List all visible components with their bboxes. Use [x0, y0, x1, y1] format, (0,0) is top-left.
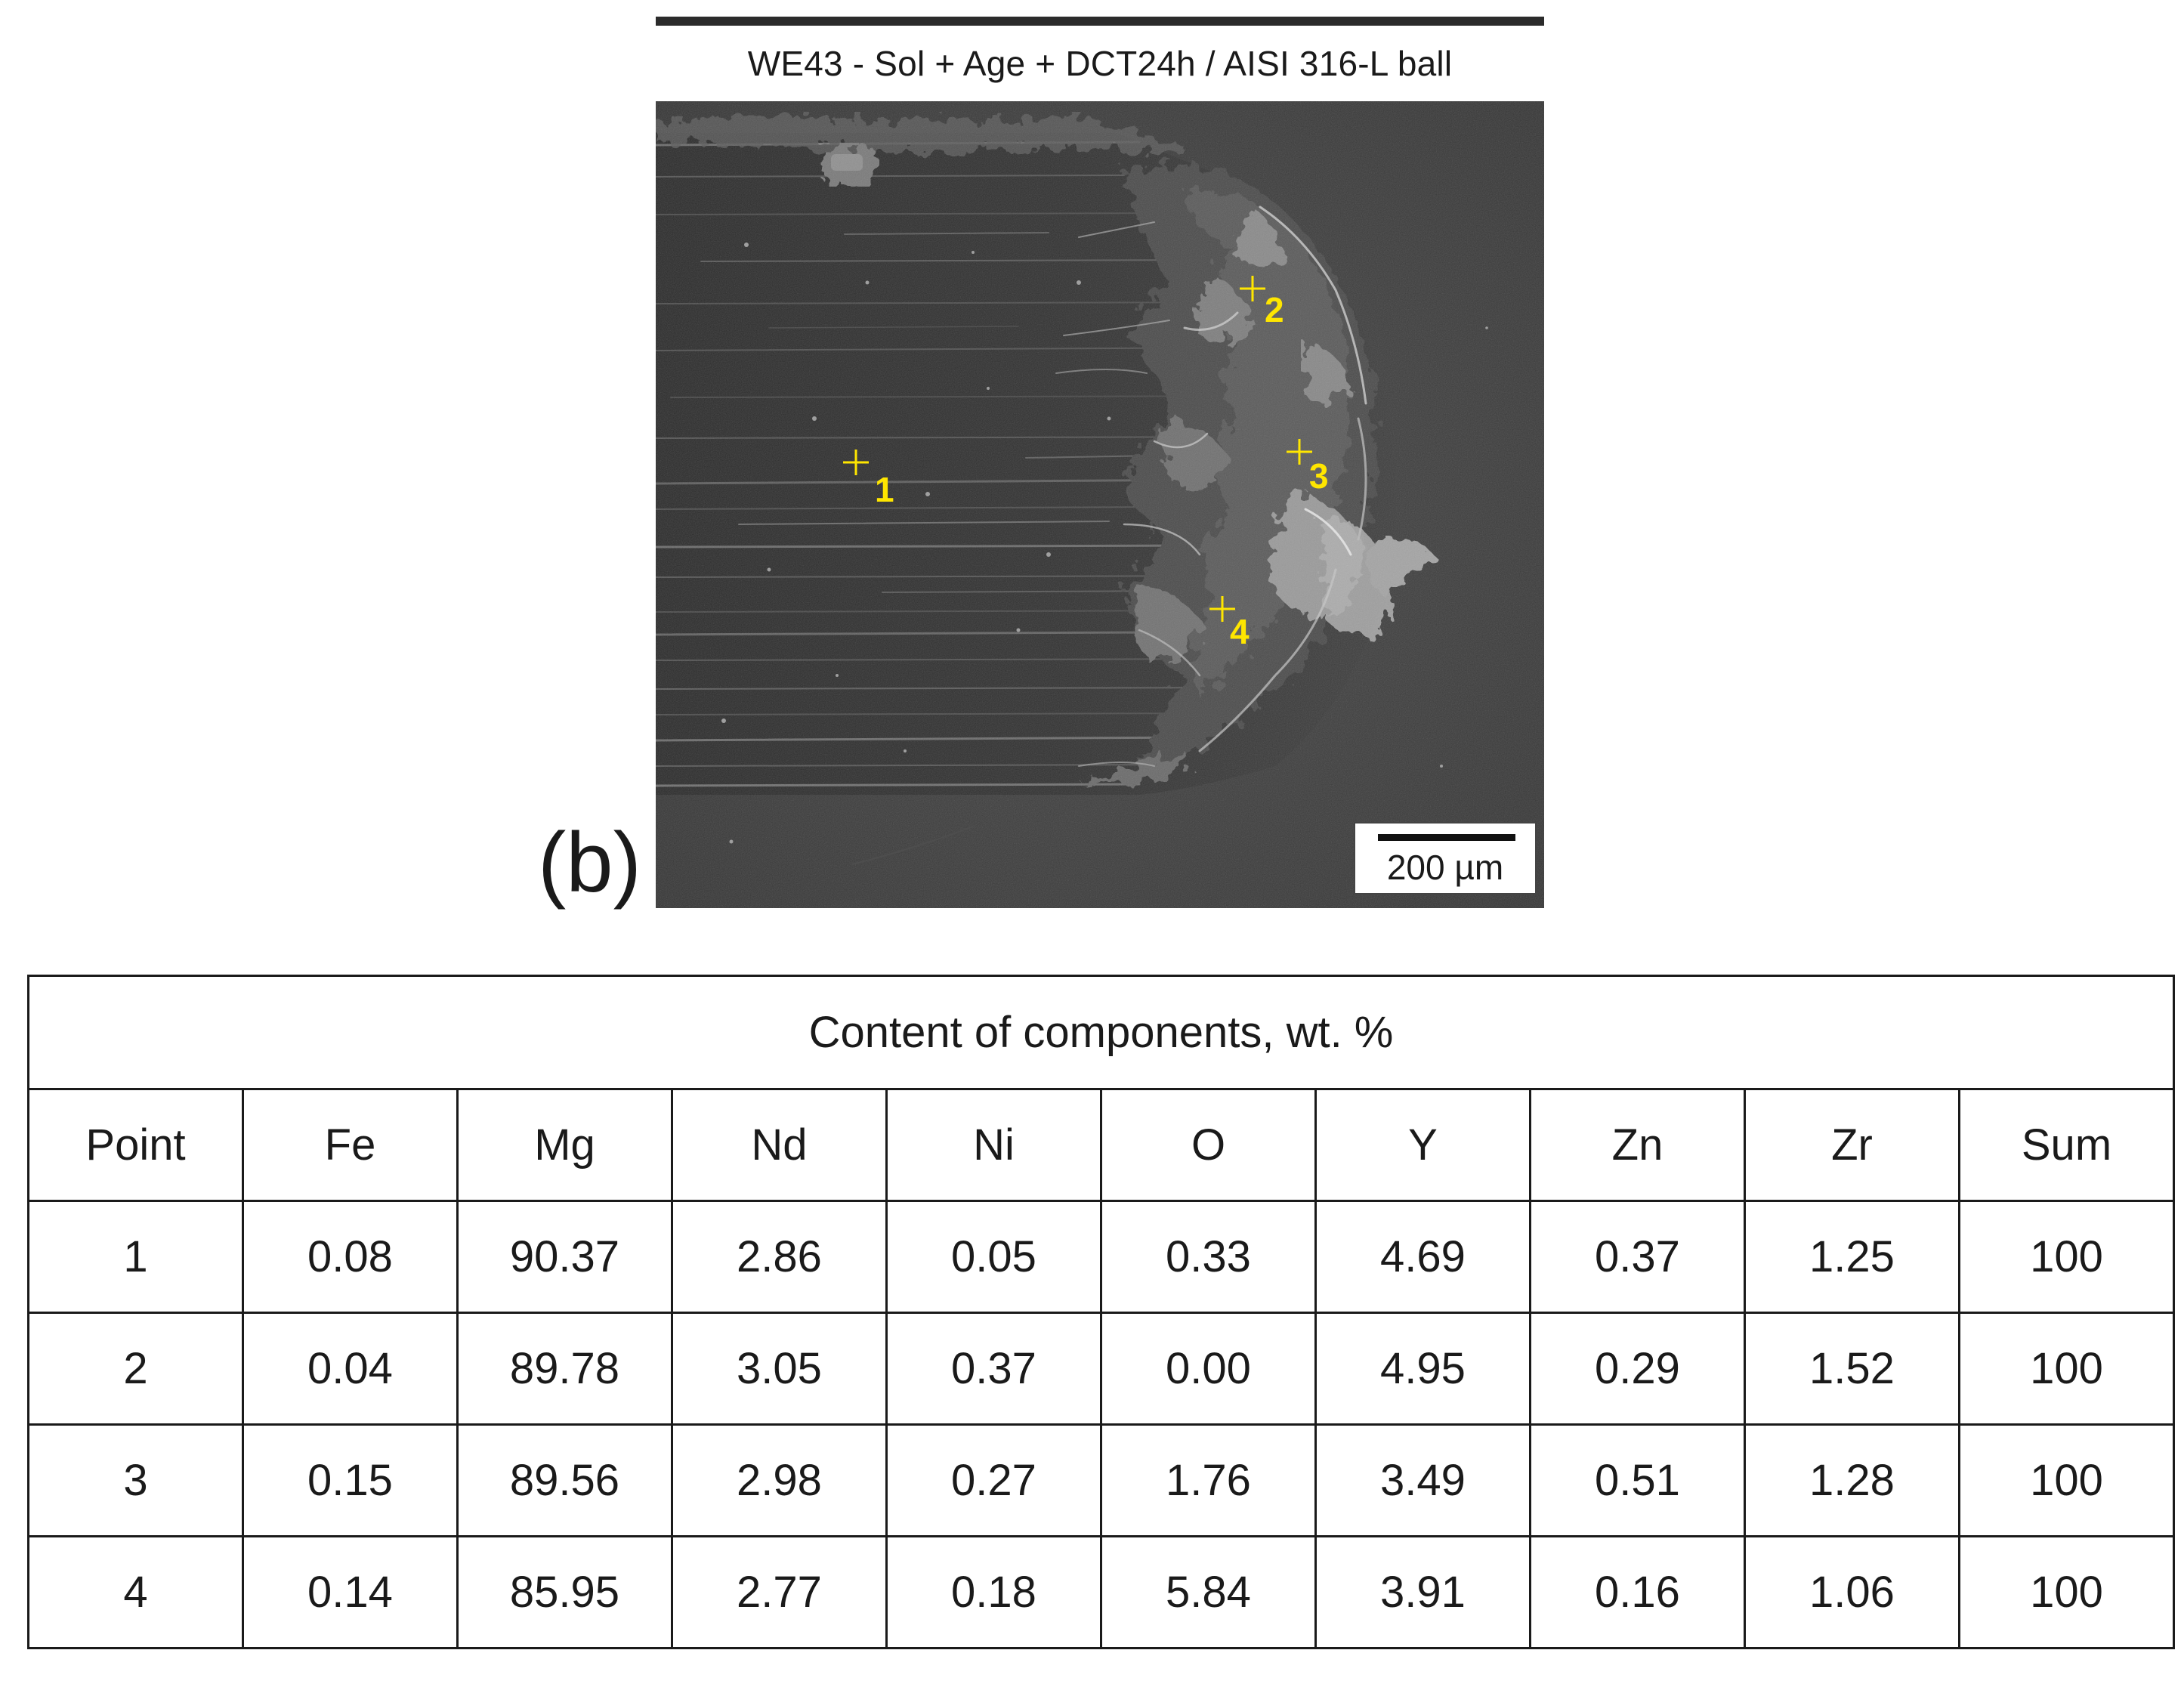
- table-cell: 100: [1957, 1312, 2176, 1426]
- table-cell: 0.05: [885, 1200, 1102, 1314]
- point-label-1: 1: [875, 470, 894, 509]
- sem-micrograph: 1 2 3 4: [656, 101, 1544, 908]
- point-marker-4: [1209, 596, 1235, 622]
- scale-bar: [1378, 834, 1515, 841]
- table-cell: 1.25: [1744, 1200, 1960, 1314]
- table-cell: 1: [27, 1200, 244, 1314]
- scale-bar-label: 200 µm: [1386, 848, 1504, 887]
- composition-table: Content of components, wt. % Point Fe Mg…: [26, 975, 2176, 1649]
- caption-top-rule: [656, 17, 1544, 26]
- point-marker-1: [843, 450, 869, 475]
- table-cell: 85.95: [456, 1535, 673, 1649]
- table-cell: 1.06: [1744, 1535, 1960, 1649]
- table-row: 1 0.08 90.37 2.86 0.05 0.33 4.69 0.37 1.…: [27, 1200, 2176, 1314]
- table-cell: 0.16: [1529, 1535, 1746, 1649]
- point-label-3: 3: [1309, 456, 1329, 496]
- column-header: Zr: [1744, 1088, 1960, 1202]
- table-cell: 0.37: [885, 1312, 1102, 1426]
- point-marker-3: [1287, 439, 1312, 465]
- table-cell: 100: [1957, 1423, 2176, 1537]
- table-cell: 4.69: [1314, 1200, 1531, 1314]
- table-cell: 1.28: [1744, 1423, 1960, 1537]
- table-cell: 100: [1957, 1200, 2176, 1314]
- table-cell: 89.78: [456, 1312, 673, 1426]
- table-cell: 0.27: [885, 1423, 1102, 1537]
- table-cell: 3.91: [1314, 1535, 1531, 1649]
- table-cell: 2.98: [671, 1423, 888, 1537]
- column-header: Fe: [242, 1088, 459, 1202]
- table-cell: 2.77: [671, 1535, 888, 1649]
- column-header: Point: [27, 1088, 244, 1202]
- column-header: Zn: [1529, 1088, 1746, 1202]
- table-header-row: Point Fe Mg Nd Ni O Y Zn Zr Sum: [27, 1088, 2176, 1202]
- table-cell: 3.05: [671, 1312, 888, 1426]
- table-cell: 0.00: [1100, 1312, 1317, 1426]
- point-marker-2: [1240, 276, 1265, 301]
- column-header: Mg: [456, 1088, 673, 1202]
- figure-caption: WE43 - Sol + Age + DCT24h / AISI 316-L b…: [747, 44, 1453, 83]
- column-header: Sum: [1957, 1088, 2176, 1202]
- table-title: Content of components, wt. %: [26, 975, 2176, 1090]
- table-cell: 5.84: [1100, 1535, 1317, 1649]
- sem-figure: WE43 - Sol + Age + DCT24h / AISI 316-L b…: [656, 17, 1544, 908]
- table-cell: 0.29: [1529, 1312, 1746, 1426]
- table-cell: 0.14: [242, 1535, 459, 1649]
- substrate-scratch: [851, 826, 974, 865]
- point-label-2: 2: [1265, 290, 1284, 329]
- table-row: 2 0.04 89.78 3.05 0.37 0.00 4.95 0.29 1.…: [27, 1312, 2176, 1426]
- table-cell: 0.18: [885, 1535, 1102, 1649]
- table-cell: 0.15: [242, 1423, 459, 1537]
- table-cell: 2: [27, 1312, 244, 1426]
- table-cell: 100: [1957, 1535, 2176, 1649]
- table-cell: 90.37: [456, 1200, 673, 1314]
- composition-table-wrapper: Content of components, wt. % Point Fe Mg…: [26, 975, 2176, 1649]
- table-row: 4 0.14 85.95 2.77 0.18 5.84 3.91 0.16 1.…: [27, 1535, 2176, 1649]
- column-header: O: [1100, 1088, 1317, 1202]
- table-cell: 4: [27, 1535, 244, 1649]
- table-row: 3 0.15 89.56 2.98 0.27 1.76 3.49 0.51 1.…: [27, 1423, 2176, 1537]
- column-header: Y: [1314, 1088, 1531, 1202]
- table-cell: 0.04: [242, 1312, 459, 1426]
- table-cell: 4.95: [1314, 1312, 1531, 1426]
- table-cell: 0.33: [1100, 1200, 1317, 1314]
- table-cell: 2.86: [671, 1200, 888, 1314]
- table-cell: 0.37: [1529, 1200, 1746, 1314]
- table-cell: 0.08: [242, 1200, 459, 1314]
- column-header: Nd: [671, 1088, 888, 1202]
- point-label-4: 4: [1230, 612, 1250, 651]
- scale-bar-box: 200 µm: [1354, 822, 1537, 895]
- table-cell: 1.52: [1744, 1312, 1960, 1426]
- panel-label: (b): [538, 815, 641, 910]
- table-cell: 0.51: [1529, 1423, 1746, 1537]
- column-header: Ni: [885, 1088, 1102, 1202]
- table-cell: 1.76: [1100, 1423, 1317, 1537]
- table-cell: 3: [27, 1423, 244, 1537]
- table-cell: 3.49: [1314, 1423, 1531, 1537]
- table-cell: 89.56: [456, 1423, 673, 1537]
